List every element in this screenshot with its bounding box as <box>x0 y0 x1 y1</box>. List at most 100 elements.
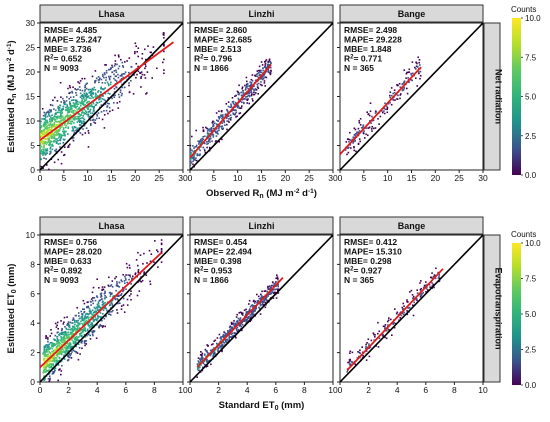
scatter-point <box>59 146 61 148</box>
scatter-point <box>365 359 368 361</box>
scatter-point <box>60 373 62 376</box>
scatter-point <box>63 130 66 132</box>
scatter-point <box>102 73 104 76</box>
scatter-point <box>267 288 269 290</box>
scatter-point <box>81 329 84 331</box>
scatter-point <box>259 302 261 304</box>
scatter-point <box>410 78 412 81</box>
scatter-point <box>83 90 86 92</box>
scatter-point <box>52 345 54 348</box>
scatter-point <box>247 94 250 97</box>
scatter-point <box>420 293 423 295</box>
scatter-point <box>128 278 130 281</box>
scatter-point <box>396 98 399 100</box>
scatter-point <box>90 90 93 93</box>
scatter-point <box>55 340 58 342</box>
scatter-point <box>83 333 86 336</box>
scatter-point <box>362 131 365 134</box>
scatter-point <box>370 122 372 124</box>
scatter-point <box>128 75 130 78</box>
scatter-point <box>128 71 130 74</box>
scatter-point <box>48 347 50 349</box>
scatter-point <box>65 100 68 102</box>
scatter-point <box>118 100 121 103</box>
scatter-point <box>54 367 57 369</box>
scatter-point <box>137 271 140 274</box>
scatter-point <box>99 312 102 314</box>
scatter-point <box>102 95 104 97</box>
scatter-point <box>73 338 76 341</box>
scatter-point <box>58 345 61 347</box>
scatter-point <box>381 110 383 112</box>
scatter-point <box>100 86 102 89</box>
scatter-point <box>226 128 228 131</box>
scatter-point <box>64 344 66 346</box>
scatter-point <box>232 113 235 115</box>
scatter-point <box>73 126 76 128</box>
scatter-point <box>120 279 122 281</box>
scatter-point <box>200 138 202 141</box>
scatter-point <box>69 333 72 335</box>
scatter-point <box>254 310 256 312</box>
stat-mbe: MBE= 3.736 <box>44 44 92 54</box>
scatter-point <box>57 345 59 347</box>
scatter-point <box>261 303 264 305</box>
scatter-point <box>126 281 128 284</box>
scatter-point <box>42 148 45 150</box>
scatter-point <box>84 340 86 342</box>
scatter-point <box>91 112 94 114</box>
scatter-point <box>52 364 55 367</box>
scatter-point <box>52 357 55 360</box>
scatter-point <box>205 126 207 129</box>
scatter-point <box>438 276 440 278</box>
scatter-point <box>92 92 94 94</box>
scatter-point <box>346 370 348 373</box>
scatter-point <box>73 122 75 124</box>
scatter-point <box>61 134 63 137</box>
scatter-point <box>83 121 86 123</box>
scatter-point <box>44 141 47 144</box>
scatter-point <box>57 115 59 118</box>
scatter-point <box>58 352 61 355</box>
x-tick-label: 0 <box>38 385 43 395</box>
scatter-point <box>129 275 131 278</box>
scatter-point <box>363 130 365 132</box>
scatter-point <box>75 321 78 323</box>
scatter-point <box>126 60 128 62</box>
scatter-point <box>236 90 239 93</box>
scatter-point <box>79 327 81 329</box>
scatter-point <box>392 99 395 101</box>
scatter-point <box>43 144 45 146</box>
scatter-point <box>97 301 100 304</box>
scatter-point <box>238 312 241 314</box>
scatter-point <box>98 287 100 289</box>
panel-strip <box>39 216 184 235</box>
scatter-point <box>55 140 57 143</box>
scatter-point <box>62 331 65 334</box>
scatter-point <box>97 305 99 307</box>
scatter-point <box>46 135 49 138</box>
scatter-point <box>258 72 260 74</box>
scatter-point <box>76 121 79 123</box>
scatter-point <box>92 318 94 320</box>
fit-line <box>196 277 284 368</box>
scatter-point <box>119 89 122 91</box>
scatter-point <box>255 89 258 91</box>
scatter-point <box>64 326 66 328</box>
scatter-point <box>392 92 394 95</box>
scatter-point <box>233 103 236 106</box>
scatter-point <box>258 306 260 309</box>
scatter-point <box>193 147 195 149</box>
scatter-point <box>72 139 75 142</box>
scatter-point <box>96 319 98 322</box>
scatter-point <box>55 116 57 118</box>
scatter-point <box>49 378 51 381</box>
scatter-point <box>47 124 50 126</box>
scatter-points <box>42 239 163 382</box>
scatter-point <box>67 146 69 148</box>
scatter-point <box>56 134 59 136</box>
scatter-point <box>99 293 102 295</box>
scatter-point <box>248 303 250 305</box>
scatter-point <box>231 335 234 337</box>
scatter-point <box>45 371 47 373</box>
